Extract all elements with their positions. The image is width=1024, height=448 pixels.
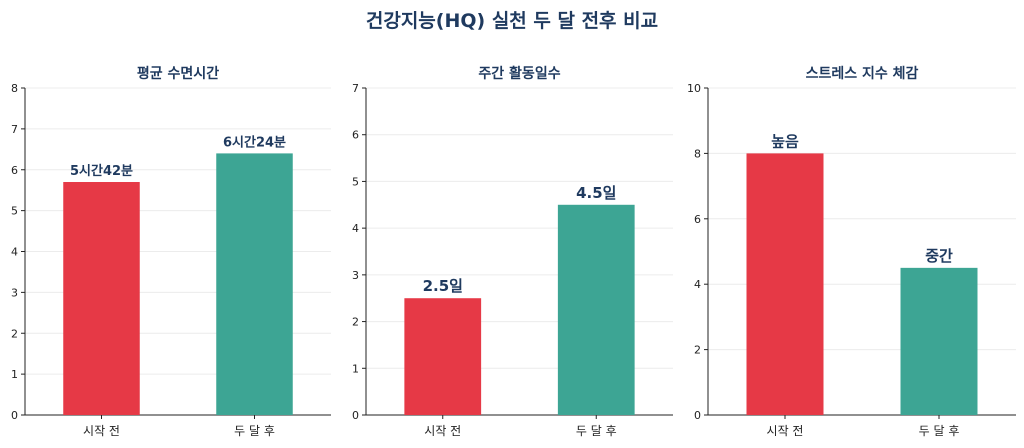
x-tick-label: 시작 전 bbox=[83, 424, 120, 438]
y-tick-label: 0 bbox=[694, 409, 701, 422]
y-tick-label: 0 bbox=[352, 409, 359, 422]
y-tick-label: 1 bbox=[352, 362, 359, 375]
y-tick-label: 2 bbox=[352, 316, 359, 329]
y-tick-label: 5 bbox=[11, 205, 18, 218]
data-label: 높음 bbox=[771, 132, 799, 150]
data-label: 5시간42분 bbox=[70, 163, 133, 179]
y-tick-label: 4 bbox=[11, 246, 18, 259]
y-tick-label: 4 bbox=[352, 222, 359, 235]
y-tick-label: 3 bbox=[352, 269, 359, 282]
data-label: 2.5일 bbox=[423, 277, 463, 295]
x-tick-label: 두 달 후 bbox=[919, 424, 960, 438]
y-tick-label: 0 bbox=[11, 409, 18, 422]
figure-title: 건강지능(HQ) 실천 두 달 전후 비교 bbox=[365, 10, 659, 32]
y-tick-label: 7 bbox=[352, 82, 359, 95]
panel-title: 주간 활동일수 bbox=[478, 65, 560, 82]
bar bbox=[557, 204, 635, 415]
y-tick-label: 5 bbox=[352, 175, 359, 188]
y-tick-label: 6 bbox=[694, 213, 701, 226]
data-label: 4.5일 bbox=[576, 184, 616, 202]
y-tick-label: 7 bbox=[11, 123, 18, 136]
y-tick-label: 6 bbox=[11, 164, 18, 177]
data-label: 중간 bbox=[925, 247, 953, 265]
y-tick-label: 10 bbox=[687, 82, 701, 95]
y-tick-label: 2 bbox=[11, 327, 18, 340]
panel-title: 평균 수면시간 bbox=[137, 65, 219, 82]
bar bbox=[216, 153, 293, 415]
panel-title: 스트레스 지수 체감 bbox=[806, 65, 919, 82]
y-tick-label: 8 bbox=[11, 82, 18, 95]
y-tick-label: 8 bbox=[694, 147, 701, 160]
y-tick-label: 3 bbox=[11, 286, 18, 299]
x-tick-label: 시작 전 bbox=[767, 424, 804, 438]
bar bbox=[63, 182, 140, 415]
y-tick-label: 1 bbox=[11, 368, 18, 381]
x-tick-label: 두 달 후 bbox=[576, 424, 617, 438]
x-tick-label: 두 달 후 bbox=[234, 424, 275, 438]
y-tick-label: 6 bbox=[352, 129, 359, 142]
y-tick-label: 4 bbox=[694, 278, 701, 291]
data-label: 6시간24분 bbox=[223, 134, 286, 150]
y-tick-label: 2 bbox=[694, 344, 701, 357]
x-tick-label: 시작 전 bbox=[424, 424, 461, 438]
bar bbox=[900, 267, 978, 415]
bar bbox=[746, 153, 824, 415]
bar bbox=[404, 298, 482, 415]
